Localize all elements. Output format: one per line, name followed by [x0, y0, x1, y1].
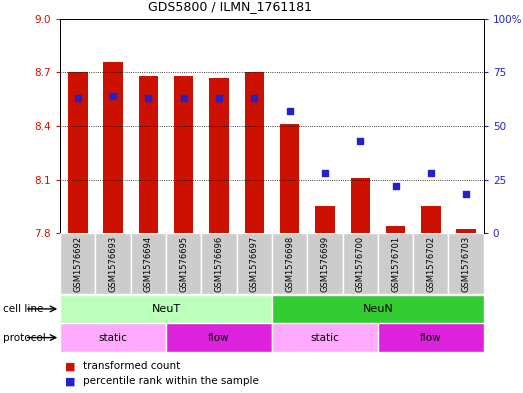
Text: GSM1576698: GSM1576698: [285, 236, 294, 292]
Text: transformed count: transformed count: [83, 361, 180, 371]
Text: GSM1576702: GSM1576702: [426, 236, 435, 292]
Text: ■: ■: [65, 376, 76, 386]
Bar: [343, 233, 378, 294]
Bar: [457, 230, 476, 233]
Bar: [272, 323, 378, 352]
Bar: [131, 233, 166, 294]
Text: flow: flow: [420, 332, 441, 343]
Bar: [60, 295, 272, 323]
Bar: [236, 233, 272, 294]
Bar: [166, 233, 201, 294]
Bar: [166, 323, 272, 352]
Bar: [449, 233, 484, 294]
Bar: [421, 206, 440, 233]
Text: GSM1576692: GSM1576692: [73, 236, 82, 292]
Point: [109, 93, 117, 99]
Point: [321, 170, 329, 176]
Text: GSM1576696: GSM1576696: [214, 236, 223, 292]
Point: [250, 95, 258, 101]
Text: ■: ■: [65, 361, 76, 371]
Bar: [413, 233, 449, 294]
Bar: [60, 233, 95, 294]
Bar: [378, 323, 484, 352]
Bar: [60, 323, 166, 352]
Text: GSM1576700: GSM1576700: [356, 236, 365, 292]
Bar: [245, 72, 264, 233]
Bar: [272, 295, 484, 323]
Point: [74, 95, 82, 101]
Bar: [315, 206, 335, 233]
Text: protocol: protocol: [3, 332, 46, 343]
Text: NeuT: NeuT: [152, 304, 180, 314]
Text: GSM1576697: GSM1576697: [250, 236, 259, 292]
Point: [215, 95, 223, 101]
Text: GSM1576695: GSM1576695: [179, 236, 188, 292]
Bar: [307, 233, 343, 294]
Point: [356, 138, 365, 144]
Text: static: static: [311, 332, 339, 343]
Bar: [378, 233, 413, 294]
Text: percentile rank within the sample: percentile rank within the sample: [83, 376, 258, 386]
Text: GSM1576703: GSM1576703: [462, 236, 471, 292]
Point: [462, 191, 470, 198]
Point: [179, 95, 188, 101]
Bar: [209, 78, 229, 233]
Point: [427, 170, 435, 176]
Bar: [68, 72, 87, 233]
Text: static: static: [99, 332, 128, 343]
Text: GDS5800 / ILMN_1761181: GDS5800 / ILMN_1761181: [147, 0, 312, 13]
Point: [286, 108, 294, 114]
Bar: [280, 124, 299, 233]
Point: [144, 95, 153, 101]
Text: NeuN: NeuN: [362, 304, 393, 314]
Text: GSM1576693: GSM1576693: [109, 236, 118, 292]
Text: GSM1576694: GSM1576694: [144, 236, 153, 292]
Text: GSM1576701: GSM1576701: [391, 236, 400, 292]
Text: GSM1576699: GSM1576699: [321, 236, 329, 292]
Text: cell line: cell line: [3, 304, 43, 314]
Bar: [272, 233, 308, 294]
Text: flow: flow: [208, 332, 230, 343]
Bar: [174, 76, 194, 233]
Bar: [386, 226, 405, 233]
Point: [391, 183, 400, 189]
Bar: [95, 233, 131, 294]
Bar: [201, 233, 236, 294]
Bar: [104, 62, 123, 233]
Bar: [139, 76, 158, 233]
Bar: [350, 178, 370, 233]
